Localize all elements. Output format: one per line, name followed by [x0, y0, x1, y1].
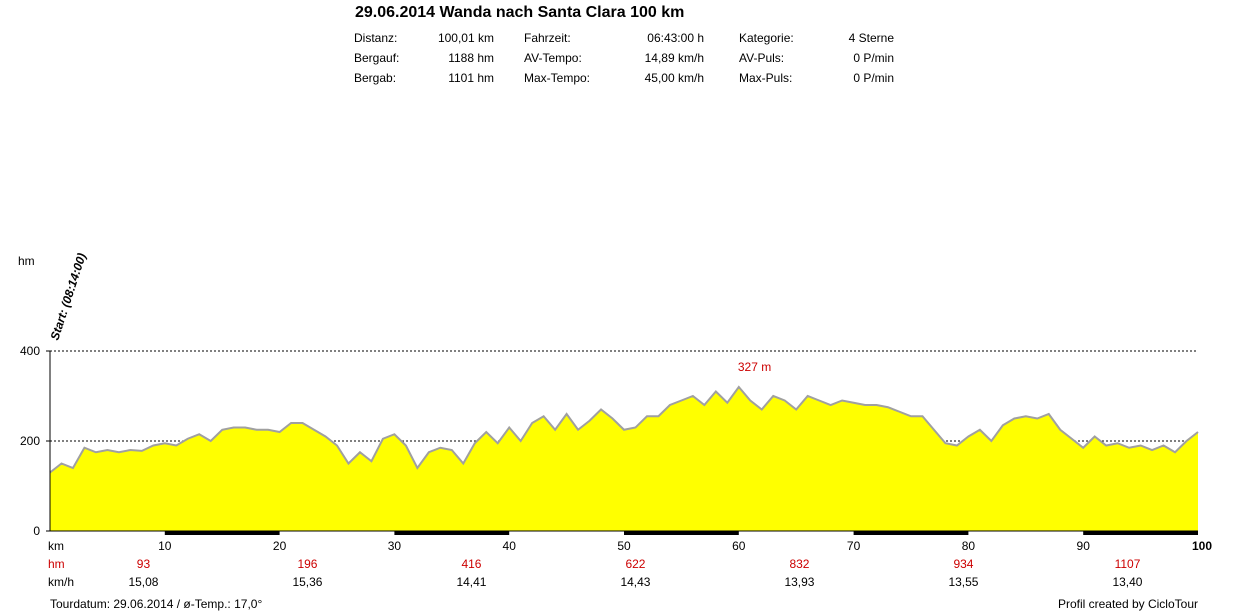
- footer-tour-info: Tourdatum: 29.06.2014 / ø-Temp.: 17,0°: [50, 597, 263, 611]
- y-tick-label-400: 400: [20, 344, 40, 358]
- stat-value-bergauf: 1188 hm: [448, 51, 494, 65]
- segment-speed-value: 15,08: [128, 575, 158, 589]
- x-tick-label-70: 70: [847, 539, 861, 553]
- y-axis-label: hm: [18, 254, 35, 268]
- row-label-kmh: km/h: [48, 575, 74, 589]
- x-tick-label-40: 40: [503, 539, 517, 553]
- stat-label-av-puls: AV-Puls:: [739, 51, 785, 65]
- segment-hm-value: 832: [789, 557, 809, 571]
- x-tick-label-50: 50: [617, 539, 631, 553]
- segment-speed-value: 14,41: [456, 575, 486, 589]
- x-tick-label-90: 90: [1077, 539, 1091, 553]
- stat-label-bergauf: Bergauf:: [354, 51, 400, 65]
- y-tick-label-200: 200: [20, 434, 40, 448]
- km-bar-segment: [164, 531, 280, 535]
- segment-hm-value: 1107: [1115, 557, 1141, 571]
- footer-credit: Profil created by CicloTour: [1057, 597, 1198, 611]
- stat-value-av-tempo: 14,89 km/h: [644, 51, 704, 65]
- segment-speed-value: 14,43: [620, 575, 650, 589]
- elevation-line: [49, 385, 1199, 474]
- km-bar-segment: [853, 531, 969, 535]
- stat-label-max-puls: Max-Puls:: [739, 71, 793, 85]
- segment-speed-value: 13,55: [948, 575, 978, 589]
- x-tick-label-30: 30: [388, 539, 402, 553]
- stat-label-distanz: Distanz:: [354, 31, 398, 45]
- km-bar-segment: [394, 531, 510, 535]
- row-label-hm: hm: [48, 557, 65, 571]
- elevation-area: [50, 387, 1198, 531]
- stat-value-max-puls: 0 P/min: [853, 71, 894, 85]
- peak-label: 327 m: [738, 360, 771, 374]
- stat-label-bergab: Bergab:: [354, 71, 397, 85]
- stat-value-distanz: 100,01 km: [437, 31, 494, 45]
- stat-value-kategorie: 4 Sterne: [848, 31, 894, 45]
- km-bar-segment: [624, 531, 739, 535]
- x-tick-label-20: 20: [273, 539, 287, 553]
- stat-value-max-tempo: 45,00 km/h: [644, 71, 704, 85]
- km-bar-segment: [1083, 531, 1198, 535]
- start-label: Start: (08:14:00): [48, 251, 89, 342]
- segment-hm-value: 196: [297, 557, 317, 571]
- stat-label-max-tempo: Max-Tempo:: [524, 71, 591, 85]
- y-tick-label-0: 0: [33, 524, 40, 538]
- segment-speed-value: 15,36: [292, 575, 322, 589]
- segment-hm-value: 622: [625, 557, 645, 571]
- segment-speed-value: 13,93: [784, 575, 814, 589]
- stat-label-fahrzeit: Fahrzeit:: [524, 31, 571, 45]
- stat-value-bergab: 1101 hm: [448, 71, 494, 85]
- segment-hm-value: 416: [461, 557, 481, 571]
- stat-value-fahrzeit: 06:43:00 h: [647, 31, 704, 45]
- x-tick-label-80: 80: [962, 539, 976, 553]
- chart-title: 29.06.2014 Wanda nach Santa Clara 100 km: [355, 4, 685, 21]
- x-tick-label-10: 10: [158, 539, 172, 553]
- x-tick-label-100: 100: [1192, 539, 1212, 553]
- segment-hm-value: 934: [953, 557, 973, 571]
- segment-hm-value: 93: [137, 557, 151, 571]
- stat-label-kategorie: Kategorie:: [739, 31, 794, 45]
- x-tick-label-60: 60: [732, 539, 746, 553]
- stat-value-av-puls: 0 P/min: [853, 51, 894, 65]
- stat-label-av-tempo: AV-Tempo:: [524, 51, 582, 65]
- row-label-km: km: [48, 539, 64, 553]
- segment-speed-value: 13,40: [1112, 575, 1142, 589]
